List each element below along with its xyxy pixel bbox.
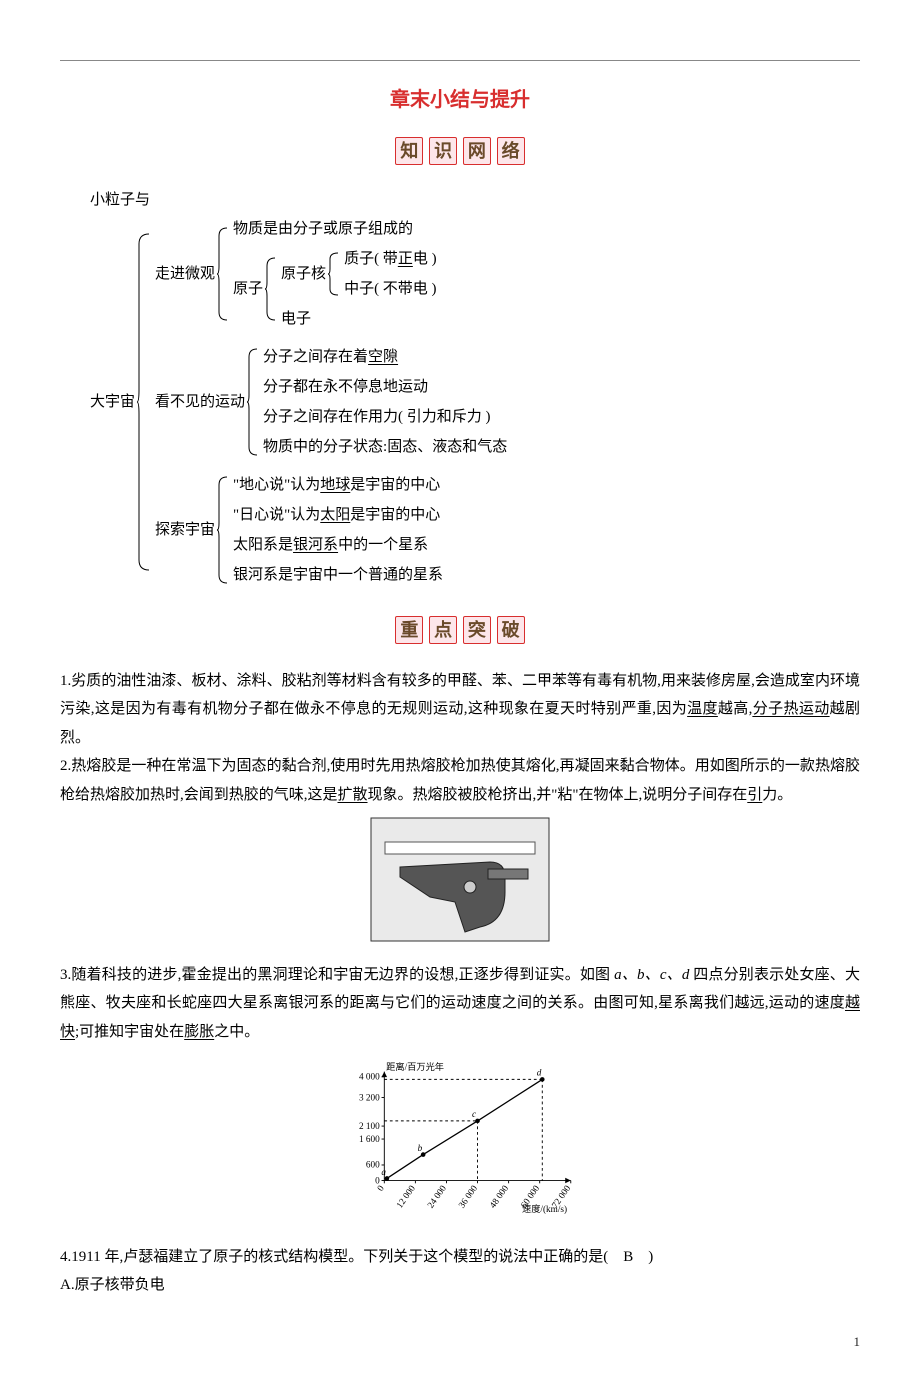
- question-2: 2.热熔胶是一种在常温下为固态的黏合剂,使用时先用热熔胶枪加热使其熔化,再凝固来…: [60, 752, 860, 809]
- option-a: A.原子核带负电: [60, 1271, 860, 1300]
- outline-line: 物质中的分子状态:固态、液态和气态: [263, 432, 507, 462]
- brace-icon: [217, 226, 229, 322]
- outline-line: 分子之间存在作用力( 引力和斥力 ): [263, 402, 507, 432]
- svg-text:12 000: 12 000: [394, 1183, 417, 1210]
- brace-icon: [328, 251, 340, 297]
- page-title: 章末小结与提升: [60, 81, 860, 119]
- section-header-key: 重 点 突 破: [60, 616, 860, 647]
- outline-line: 银河系是宇宙中一个普通的星系: [233, 560, 443, 590]
- question-4: 4.1911 年,卢瑟福建立了原子的核式结构模型。下列关于这个模型的说法中正确的…: [60, 1243, 860, 1272]
- svg-text:a: a: [381, 1167, 386, 1177]
- section-char: 点: [429, 616, 457, 644]
- nucleus-label: 原子核: [281, 259, 328, 289]
- brace-icon: [217, 475, 229, 585]
- outline-line: 电子: [281, 304, 437, 334]
- branch-label: 走进微观: [155, 259, 217, 289]
- svg-text:4 000: 4 000: [359, 1072, 380, 1082]
- outline-line: "日心说"认为太阳是宇宙的中心: [233, 500, 443, 530]
- question-3: 3.随着科技的进步,霍金提出的黑洞理论和宇宙无边界的设想,正逐步得到证实。如图 …: [60, 961, 860, 1047]
- branch-label: 看不见的运动: [155, 387, 247, 417]
- outline-line: "地心说"认为地球是宇宙的中心: [233, 470, 443, 500]
- brace-icon: [265, 256, 277, 322]
- brace-icon: [247, 347, 259, 457]
- svg-text:d: d: [537, 1068, 542, 1078]
- svg-text:36 000: 36 000: [456, 1183, 479, 1210]
- question-1: 1.劣质的油性油漆、板材、涂料、胶粘剂等材料含有较多的甲醛、苯、二甲苯等有毒有机…: [60, 667, 860, 753]
- outline-line: 太阳系是银河系中的一个星系: [233, 530, 443, 560]
- outline-line: 分子都在永不停息地运动: [263, 372, 507, 402]
- root-label: 大宇宙: [90, 387, 137, 417]
- svg-text:2 100: 2 100: [359, 1121, 380, 1131]
- svg-text:600: 600: [366, 1160, 380, 1170]
- section-char: 重: [395, 616, 423, 644]
- outline-intro: 小粒子与: [60, 186, 860, 215]
- svg-text:48 000: 48 000: [488, 1183, 511, 1210]
- section-char: 网: [463, 137, 491, 165]
- svg-text:b: b: [418, 1143, 423, 1153]
- atom-label: 原子: [233, 274, 265, 304]
- section-char: 知: [395, 137, 423, 165]
- section-char: 络: [497, 137, 525, 165]
- svg-text:c: c: [472, 1109, 476, 1119]
- outline-line: 中子( 不带电 ): [344, 274, 437, 304]
- outline-line: 质子( 带正电 ): [344, 244, 437, 274]
- knowledge-outline: 大宇宙 走进微观 物质是由分子或原子组成的 原子: [90, 214, 860, 590]
- section-char: 突: [463, 616, 491, 644]
- page-number: 1: [60, 1330, 860, 1355]
- chart-figure: 06001 6002 1003 2004 000012 00024 00036 …: [60, 1054, 860, 1235]
- svg-text:距离/百万光年: 距离/百万光年: [386, 1061, 444, 1072]
- glue-gun-figure: [60, 817, 860, 953]
- section-char: 识: [429, 137, 457, 165]
- svg-text:3 200: 3 200: [359, 1092, 380, 1102]
- svg-text:速度/(km/s): 速度/(km/s): [522, 1203, 567, 1214]
- svg-text:1 600: 1 600: [359, 1134, 380, 1144]
- svg-text:0: 0: [375, 1183, 386, 1193]
- outline-line: 物质是由分子或原子组成的: [233, 214, 437, 244]
- section-char: 破: [497, 616, 525, 644]
- branch-label: 探索宇宙: [155, 515, 217, 545]
- svg-text:24 000: 24 000: [425, 1183, 448, 1210]
- outline-line: 分子之间存在着空隙: [263, 342, 507, 372]
- brace-icon: [137, 232, 151, 572]
- section-header-knowledge: 知 识 网 络: [60, 137, 860, 168]
